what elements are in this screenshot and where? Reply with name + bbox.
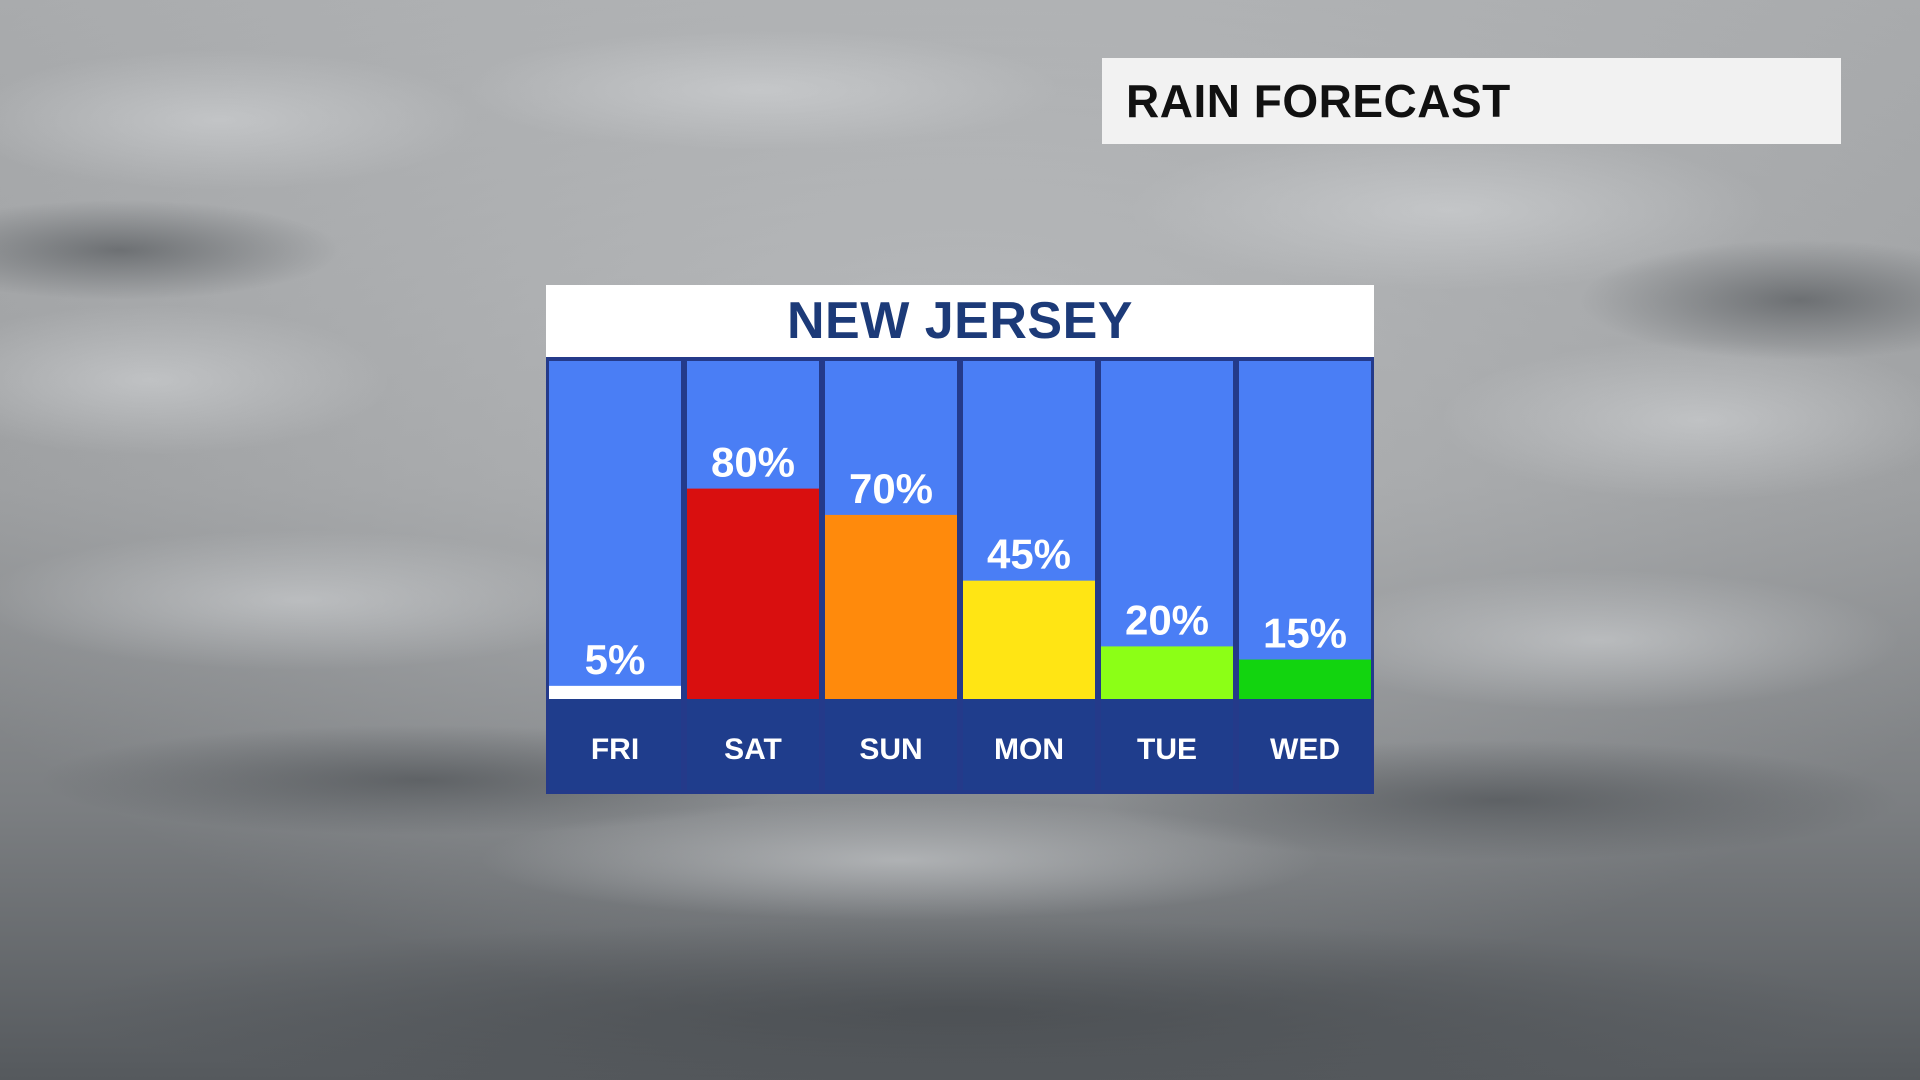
value-label-sun: 70%: [849, 465, 933, 512]
day-label-sun: SUN: [859, 733, 922, 766]
value-label-wed: 15%: [1263, 610, 1347, 657]
bar-sat: [687, 488, 819, 699]
chart-frame: [546, 357, 1374, 794]
value-label-sat: 80%: [711, 439, 795, 486]
new-jersey-forecast-panel: NEW JERSEY 5% FRI 80% SAT 70% SUN 45% MON 20% TUE…: [546, 285, 1374, 794]
value-label-tue: 20%: [1125, 596, 1209, 643]
bar-fri: [549, 685, 681, 699]
day-label-tue: TUE: [1137, 733, 1197, 766]
column-background-wed: [1239, 361, 1371, 699]
value-label-mon: 45%: [987, 531, 1071, 578]
day-label-wed: WED: [1270, 733, 1340, 766]
day-label-fri: FRI: [591, 733, 639, 766]
bar-wed: [1239, 659, 1371, 699]
bar-sun: [825, 514, 957, 699]
rain-chance-bar-chart: 5% FRI 80% SAT 70% SUN 45% MON 20% TUE 15% WED: [546, 357, 1374, 794]
value-label-fri: 5%: [585, 636, 646, 683]
day-label-sat: SAT: [724, 733, 782, 766]
day-band-wed: [1239, 699, 1371, 790]
day-band-sat: [687, 699, 819, 790]
bar-tue: [1101, 646, 1233, 699]
column-background-fri: [549, 361, 681, 699]
day-label-mon: MON: [994, 733, 1064, 766]
bar-mon: [963, 580, 1095, 699]
day-band-fri: [549, 699, 681, 790]
column-background-tue: [1101, 361, 1233, 699]
chart-title: NEW JERSEY: [787, 292, 1133, 350]
day-band-mon: [963, 699, 1095, 790]
day-band-sun: [825, 699, 957, 790]
panel-header: NEW JERSEY: [546, 285, 1374, 357]
rain-forecast-title: RAIN FORECAST: [1126, 75, 1511, 127]
rain-forecast-title-box: RAIN FORECAST: [1102, 58, 1841, 144]
day-band-tue: [1101, 699, 1233, 790]
